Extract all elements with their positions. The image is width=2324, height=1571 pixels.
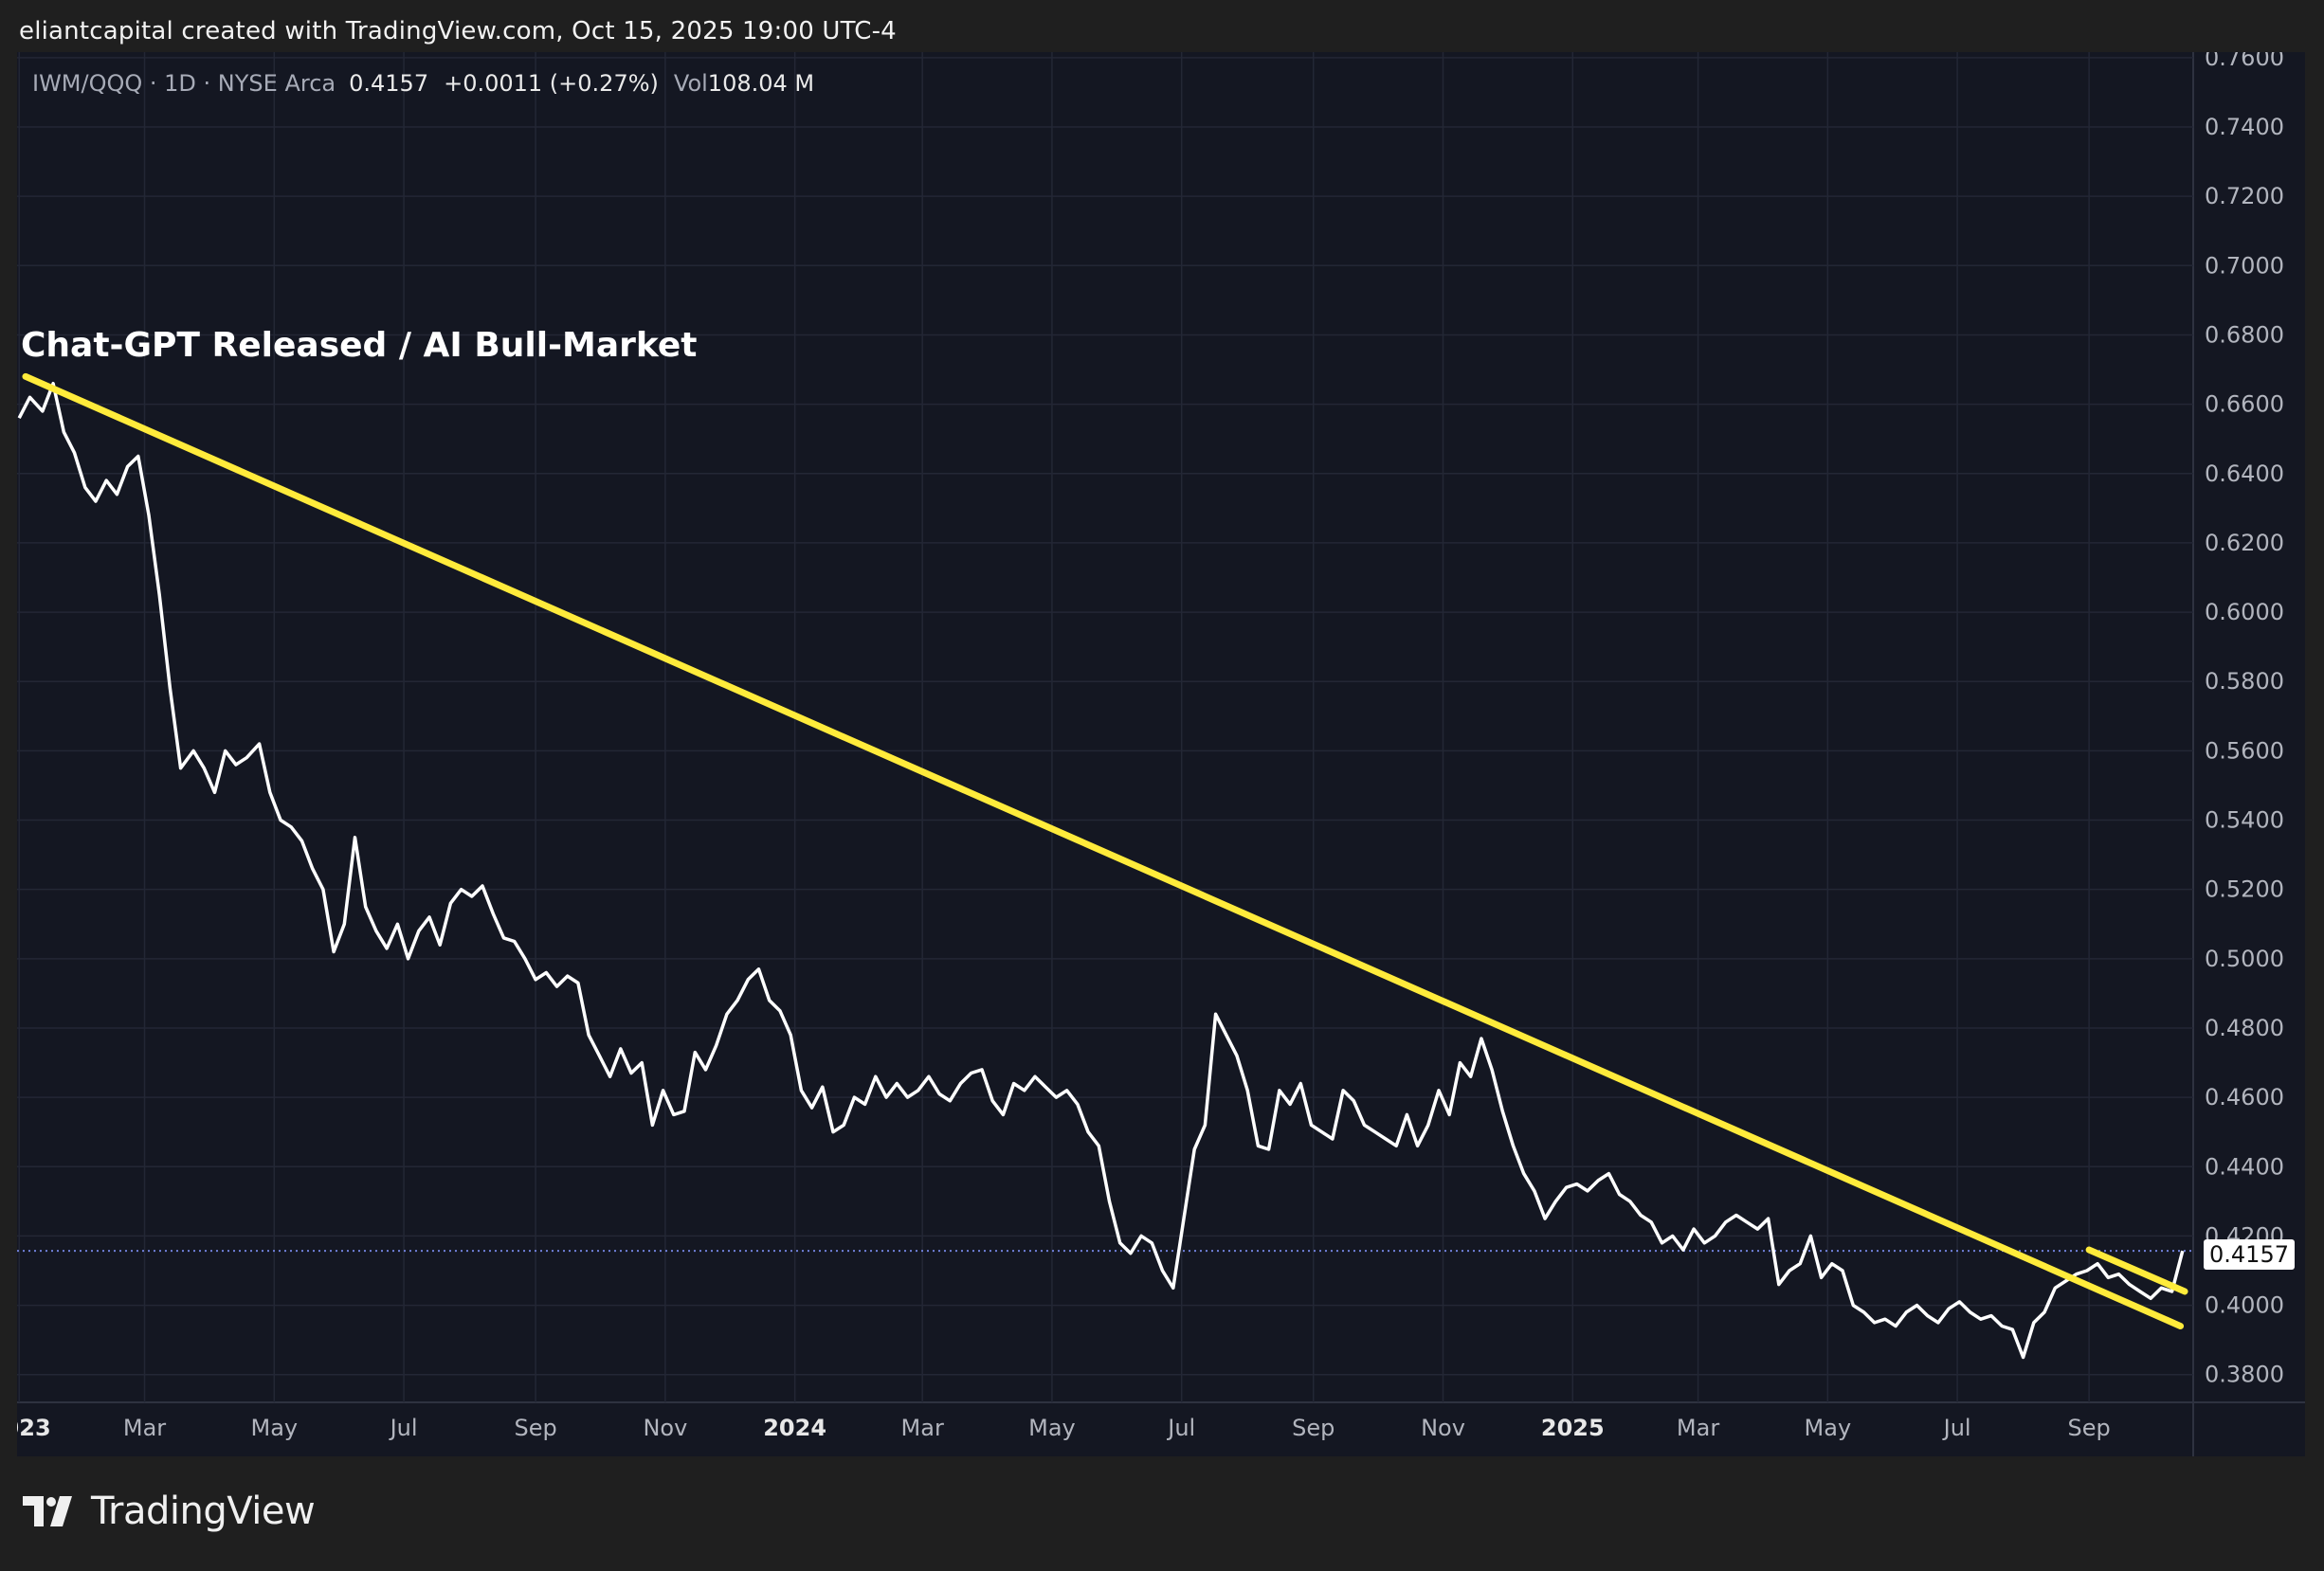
footer xyxy=(0,1456,2324,1571)
symbol-info: IWM/QQQ · 1D · NYSE Arca 0.4157 +0.0011 (+… xyxy=(32,70,814,97)
y-tick-label: 0.4000 xyxy=(2205,1292,2284,1319)
x-tick-label: Jul xyxy=(389,1415,418,1441)
price-series-line xyxy=(17,381,2185,1360)
time-axis: 2023 Mar May Jul Sep Nov 2024 Mar May Jul Sep Nov 20… xyxy=(17,1415,2111,1441)
trendline-2[interactable] xyxy=(2085,1246,2188,1295)
y-tick-label: 0.4400 xyxy=(2205,1153,2284,1180)
tradingview-logo-text: TradingView xyxy=(91,1490,316,1533)
x-tick-label: May xyxy=(250,1415,298,1441)
symbol-name: IWM/QQQ · 1D · NYSE Arca xyxy=(32,70,336,97)
chart-pane[interactable]: 0.7600 0.7400 0.7200 0.7000 0.6800 0.6600 0.64… xyxy=(17,52,2305,1456)
trendline-1[interactable] xyxy=(22,372,2185,1330)
price-change: +0.0011 (+0.27%) xyxy=(444,70,659,97)
y-tick-label: 0.7200 xyxy=(2205,183,2284,209)
x-tick-label: Mar xyxy=(901,1415,944,1441)
chart-annotation: Chat-GPT Released / AI Bull-Market xyxy=(21,326,698,365)
x-tick-label: May xyxy=(1028,1415,1076,1441)
y-tick-label: 0.6800 xyxy=(2205,321,2284,348)
x-tick-label: Sep xyxy=(2068,1415,2111,1441)
y-tick-label: 0.7600 xyxy=(2205,52,2284,71)
y-tick-label: 0.5200 xyxy=(2205,876,2284,903)
x-tick-label: Nov xyxy=(643,1415,687,1441)
y-tick-label: 0.6000 xyxy=(2205,599,2284,625)
y-tick-label: 0.5800 xyxy=(2205,668,2284,695)
x-tick-label: Nov xyxy=(1421,1415,1465,1441)
y-tick-label: 0.5000 xyxy=(2205,946,2284,972)
volume-value: 108.04 M xyxy=(707,70,815,97)
trendlines xyxy=(22,372,2188,1330)
last-price: 0.4157 xyxy=(349,70,429,97)
y-tick-label: 0.6400 xyxy=(2205,460,2284,487)
x-tick-label: Jul xyxy=(1942,1415,1971,1441)
x-tick-label: Sep xyxy=(1292,1415,1334,1441)
chart-grid xyxy=(17,52,2305,1456)
volume-label: Vol xyxy=(673,70,708,97)
x-tick-label: May xyxy=(1805,1415,1852,1441)
x-tick-label: Mar xyxy=(123,1415,166,1441)
attribution-bar: eliantcapital created with TradingView.c… xyxy=(0,0,2324,52)
tradingview-logo-icon xyxy=(23,1496,72,1526)
x-tick-label: 2024 xyxy=(763,1415,826,1441)
x-tick-label: Sep xyxy=(514,1415,556,1441)
attribution-text: eliantcapital created with TradingView.c… xyxy=(19,17,897,45)
y-tick-label: 0.4800 xyxy=(2205,1015,2284,1041)
x-tick-label: 2023 xyxy=(17,1415,51,1441)
y-tick-label: 0.5600 xyxy=(2205,737,2284,764)
y-tick-label: 0.5400 xyxy=(2205,807,2284,834)
y-tick-label: 0.3800 xyxy=(2205,1362,2284,1388)
price-axis: 0.7600 0.7400 0.7200 0.7000 0.6800 0.6600 0.64… xyxy=(2205,52,2284,1388)
y-tick-label: 0.6600 xyxy=(2205,391,2284,418)
current-price-tag: 0.4157 xyxy=(2204,1239,2295,1270)
y-tick-label: 0.7400 xyxy=(2205,114,2284,140)
x-tick-label: 2025 xyxy=(1541,1415,1605,1441)
y-tick-label: 0.4600 xyxy=(2205,1084,2284,1111)
y-tick-label: 0.6200 xyxy=(2205,530,2284,556)
x-tick-label: Mar xyxy=(1677,1415,1719,1441)
x-tick-label: Jul xyxy=(1166,1415,1195,1441)
line-chart[interactable]: 0.7600 0.7400 0.7200 0.7000 0.6800 0.6600 0.64… xyxy=(17,52,2305,1456)
y-tick-label: 0.7000 xyxy=(2205,252,2284,279)
tradingview-logo[interactable]: TradingView xyxy=(23,1490,316,1533)
